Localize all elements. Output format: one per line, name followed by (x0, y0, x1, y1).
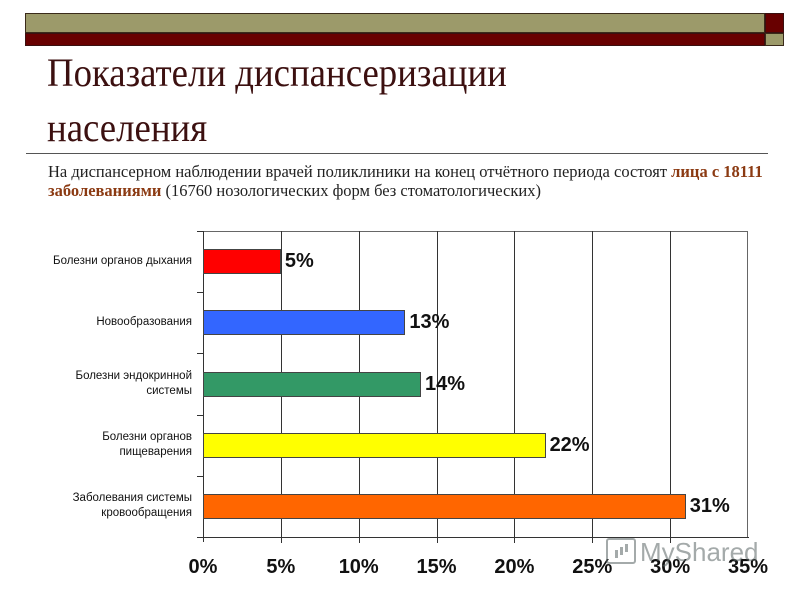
bar (203, 432, 546, 458)
watermark: MyShared (606, 537, 759, 568)
x-tick-label: 20% (494, 556, 535, 578)
bar-value-label: 31% (689, 494, 730, 517)
category-label: Болезни органов пищеварения (0, 430, 192, 460)
x-tick-label: 15% (416, 556, 457, 578)
presentation-chart-icon (606, 538, 636, 564)
y-tick (197, 475, 203, 477)
header-corner-maroon (765, 13, 784, 33)
slide-subtitle: На диспансерном наблюдении врачей поликл… (48, 162, 788, 200)
gridline (670, 231, 672, 543)
y-tick (197, 292, 203, 294)
y-tick (197, 231, 203, 232)
header-maroon-bar (25, 33, 765, 46)
x-tick-label: 30% (650, 556, 691, 578)
plot-area (203, 231, 748, 537)
subtitle-text-2: (16760 нозологических форм без стоматоло… (161, 181, 541, 200)
bar (203, 493, 686, 519)
category-label: Болезни эндокринной системы (0, 369, 192, 399)
header-corner-olive (765, 33, 784, 46)
category-label-line: Болезни органов дыхания (53, 255, 192, 268)
category-label-line: Болезни эндокринной (75, 370, 192, 382)
slide-title: Показатели диспансеризации населения (47, 45, 709, 155)
category-label: Новообразования (0, 315, 192, 330)
category-label-line: Новообразования (96, 316, 192, 329)
bar-value-label: 14% (425, 372, 466, 395)
category-label: Болезни органов дыхания (0, 254, 192, 269)
gridline (436, 231, 438, 543)
y-tick (197, 414, 203, 416)
subtitle-highlight: лица с 18111 заболеваниями (48, 162, 763, 200)
category-label-line: Болезни органов (102, 431, 192, 444)
x-tick-label: 25% (572, 556, 613, 578)
bar-value-label: 5% (284, 250, 314, 273)
bar (203, 371, 421, 397)
gridline (514, 231, 516, 543)
x-tick-label: 5% (266, 556, 296, 578)
bar-value-label: 13% (409, 311, 450, 334)
y-tick (197, 537, 203, 538)
title-line-1: Показатели диспансеризации (47, 50, 507, 95)
gridline (592, 231, 594, 543)
category-label-line: кровообращения (101, 507, 192, 520)
y-tick (197, 353, 203, 355)
bar-value-label: 22% (549, 433, 590, 456)
x-tick-label: 10% (338, 556, 379, 578)
bar (203, 310, 406, 336)
x-tick-label: 35% (727, 556, 769, 578)
x-tick-label: 0% (188, 556, 218, 578)
header-olive-bar (25, 13, 765, 33)
category-label-line: системы (146, 385, 192, 397)
watermark-text: MyShared (640, 537, 759, 567)
title-divider (26, 153, 768, 154)
category-label: Заболевания системы кровообращения (0, 491, 192, 521)
title-line-2: населения (47, 105, 208, 150)
subtitle-text-1: На диспансерном наблюдении врачей поликл… (48, 162, 672, 181)
bar (203, 249, 281, 275)
category-label-line: Заболевания системы (72, 492, 192, 505)
x-axis (197, 537, 749, 538)
category-label-line: пищеварения (119, 446, 192, 459)
